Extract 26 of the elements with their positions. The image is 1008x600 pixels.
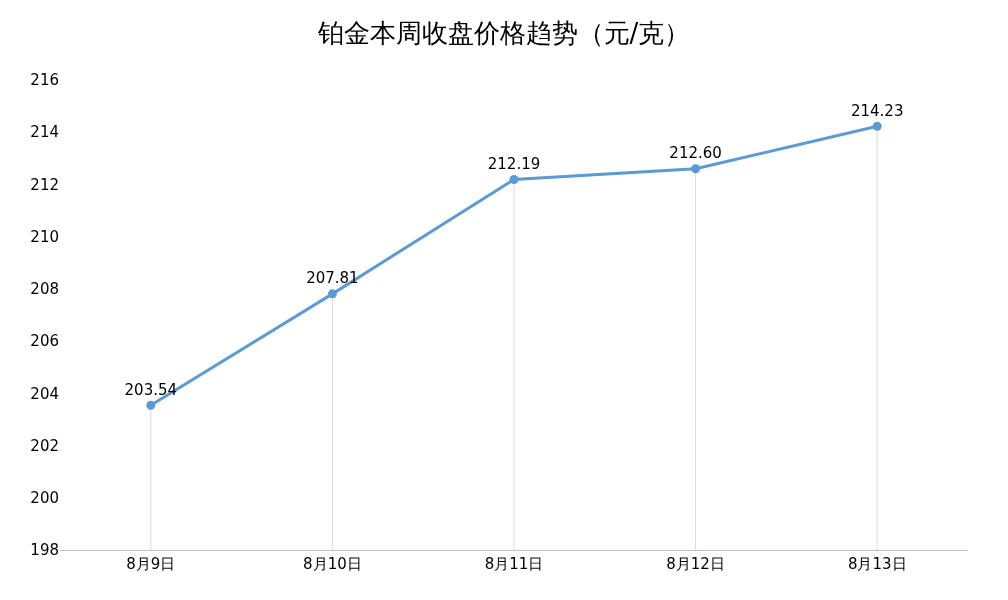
x-tick-label: 8月9日 (126, 555, 176, 573)
text: 207.81 (306, 269, 359, 288)
y-tick-label: 216 (30, 71, 59, 90)
y-tick-label: 210 (30, 227, 59, 246)
point (509, 174, 519, 184)
y-tick-label: 212 (30, 175, 59, 194)
x-tick-label: 8月12日 (666, 555, 725, 573)
point (327, 289, 337, 299)
text: 212.19 (487, 155, 541, 174)
y-tick-label: 208 (30, 280, 59, 299)
text: 203.54 (124, 380, 178, 399)
chart-title: 铂金本周收盘价格趋势（元/克） (316, 18, 691, 49)
point (146, 400, 156, 410)
x-tick-label: 8月11日 (484, 555, 544, 573)
point (872, 121, 882, 131)
y-tick-label: 206 (30, 332, 59, 351)
x-tick-label: 8月13日 (847, 555, 907, 573)
text: 214.23 (850, 101, 904, 120)
point (691, 164, 701, 174)
y-tick-label: 214 (30, 123, 59, 142)
y-tick-label: 198 (30, 541, 59, 560)
x-tick-label: 8月10日 (303, 555, 362, 573)
y-tick-label: 202 (30, 436, 59, 455)
y-tick-label: 200 (30, 489, 59, 508)
text: 212.60 (669, 144, 722, 163)
y-tick-label: 204 (30, 384, 59, 403)
